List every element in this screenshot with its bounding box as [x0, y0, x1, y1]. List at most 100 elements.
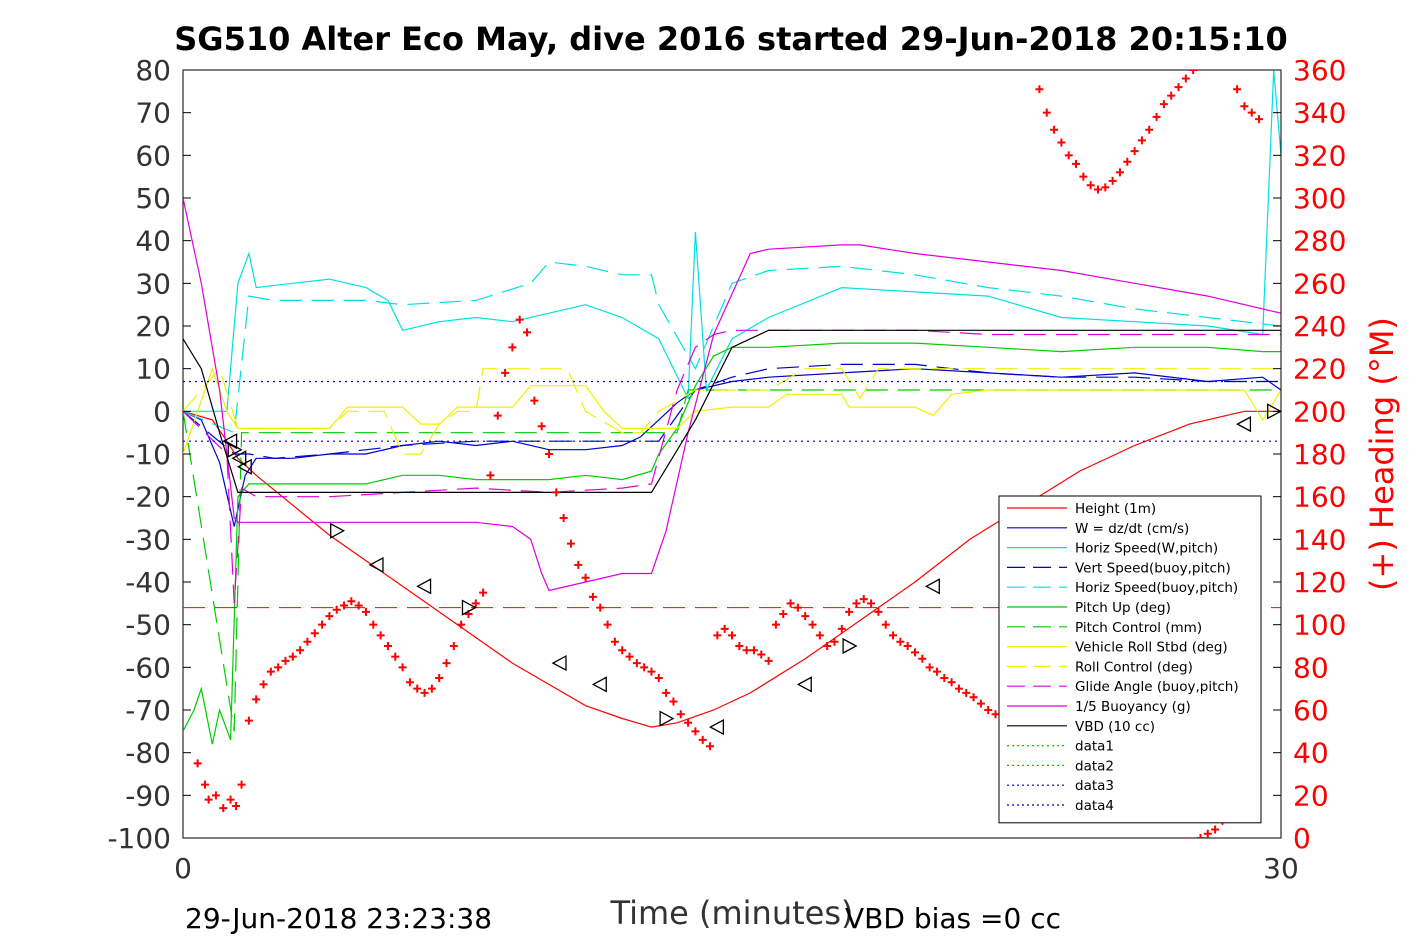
heading-point: [581, 573, 590, 582]
heading-point: [1035, 85, 1044, 94]
heading-point: [1211, 825, 1220, 834]
heading-point: [771, 620, 780, 629]
heading-point: [574, 560, 583, 569]
triangle-marker: [1236, 416, 1252, 433]
series-line-8: [183, 367, 1281, 455]
heading-point: [1137, 136, 1146, 145]
series-line-11: [183, 329, 1281, 493]
y-right-tick-label: 40: [1293, 737, 1329, 770]
heading-point: [325, 612, 334, 621]
heading-point: [413, 684, 422, 693]
heading-point: [274, 663, 283, 672]
heading-point: [969, 693, 978, 702]
legend-entry: Vert Speed(buoy,pitch): [1075, 560, 1231, 576]
footer-timestamp: 29-Jun-2018 23:23:38: [185, 902, 492, 935]
y-right-tick-label: 180: [1293, 438, 1346, 471]
heading-point: [801, 612, 810, 621]
triangle-marker: [551, 654, 567, 672]
heading-point: [449, 642, 458, 650]
heading-point: [420, 688, 429, 697]
heading-point: [881, 620, 890, 629]
y-right-tick-label: 340: [1293, 97, 1346, 130]
y-tick-label: 10: [135, 353, 171, 386]
legend-entry: data2: [1075, 758, 1114, 774]
legend-entry: Horiz Speed(buoy,pitch): [1075, 580, 1238, 596]
heading-point: [1086, 181, 1095, 190]
legend-entry: Vehicle Roll Stbd (deg): [1075, 640, 1228, 656]
heading-point: [867, 599, 876, 608]
y-tick-label: 20: [135, 310, 171, 343]
heading-point: [976, 699, 985, 708]
heading-point: [984, 706, 993, 714]
heading-point: [830, 637, 839, 646]
heading-point: [318, 620, 327, 629]
heading-point: [808, 620, 817, 629]
heading-point: [501, 368, 510, 377]
heading-point: [647, 667, 656, 676]
legend-entry: data3: [1075, 778, 1114, 794]
heading-point: [211, 791, 220, 800]
heading-point: [757, 650, 766, 659]
triangle-marker: [924, 578, 940, 595]
heading-point: [391, 652, 400, 661]
y-tick-label: -10: [125, 438, 171, 471]
heading-point: [691, 727, 700, 736]
heading-point: [706, 742, 715, 751]
heading-point: [779, 610, 788, 618]
heading-point: [219, 804, 228, 813]
heading-point: [991, 710, 1000, 719]
heading-point: [281, 656, 290, 665]
y-right-tick-label: 80: [1293, 651, 1329, 684]
heading-point: [486, 471, 495, 480]
heading-point: [566, 539, 575, 548]
heading-point: [823, 642, 832, 650]
heading-point: [618, 646, 627, 655]
heading-point: [1094, 185, 1102, 194]
triangle-marker: [222, 433, 238, 450]
heading-point: [508, 343, 517, 352]
series-line-9: [183, 329, 1281, 604]
heading-point: [296, 646, 305, 655]
heading-point: [698, 735, 707, 744]
heading-point: [742, 646, 751, 655]
series-line-10: [183, 197, 1281, 592]
heading-point: [1159, 100, 1168, 109]
x-tick-label: 30: [1263, 852, 1299, 885]
series-line-3: [183, 363, 1281, 459]
heading-point: [713, 631, 722, 640]
legend-entry: Pitch Control (mm): [1075, 620, 1202, 636]
heading-point: [889, 631, 898, 640]
heading-point: [1247, 108, 1256, 117]
heading-point: [1050, 125, 1059, 134]
y-tick-label: 60: [135, 139, 171, 172]
heading-point: [1152, 112, 1161, 121]
legend-entry: Height (1m): [1075, 501, 1156, 517]
heading-point: [1240, 102, 1249, 111]
heading-point: [1079, 172, 1088, 181]
heading-point: [749, 646, 758, 655]
heading-point: [369, 620, 378, 629]
y-right-tick-label: 200: [1293, 395, 1346, 428]
heading-point: [1057, 138, 1066, 147]
heading-point: [947, 678, 956, 687]
x-axis-label: Time (minutes): [610, 894, 854, 932]
heading-point: [596, 603, 605, 612]
heading-point: [259, 680, 268, 689]
heading-point: [398, 663, 407, 672]
heading-point: [1042, 108, 1051, 117]
y-right-tick-label: 320: [1293, 139, 1346, 172]
heading-point: [1115, 168, 1124, 177]
heading-point: [288, 652, 297, 661]
heading-point: [427, 684, 436, 693]
heading-point: [669, 697, 678, 706]
y-tick-label: 40: [135, 225, 171, 258]
heading-point: [552, 488, 561, 497]
heading-point: [1255, 115, 1264, 124]
triangle-marker: [231, 450, 247, 467]
heading-point: [493, 411, 502, 420]
heading-point: [354, 601, 363, 610]
heading-point: [903, 642, 912, 650]
triangle-marker: [227, 441, 243, 458]
y-right-tick-label: 240: [1293, 310, 1346, 343]
heading-point: [1130, 147, 1139, 156]
